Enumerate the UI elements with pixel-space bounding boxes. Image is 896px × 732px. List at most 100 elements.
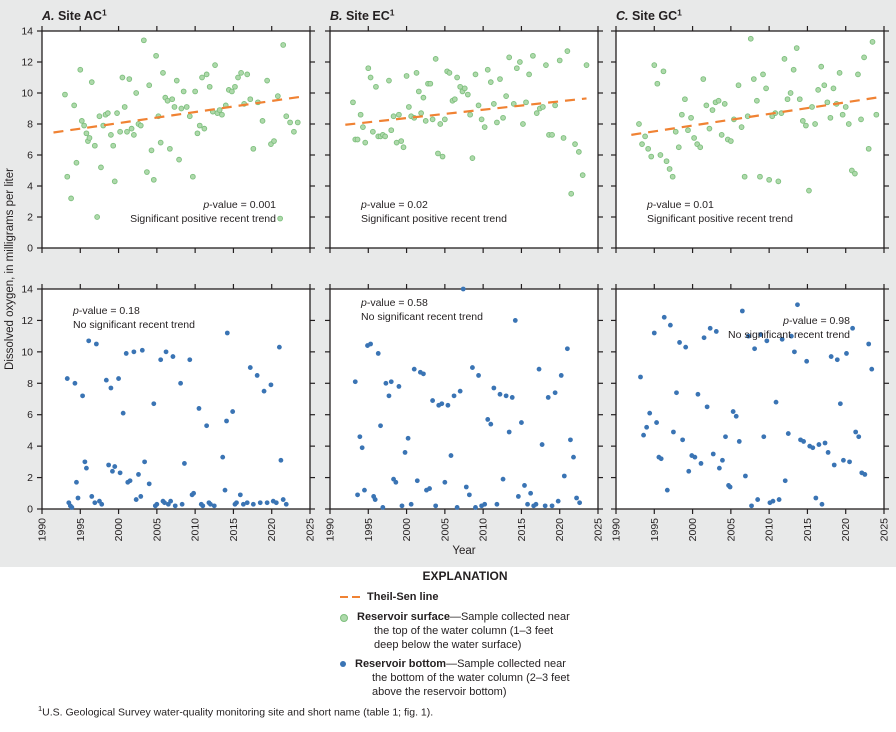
data-point-surface	[757, 173, 763, 180]
data-point-surface	[247, 96, 254, 103]
data-point-surface	[855, 71, 861, 78]
data-point-surface	[738, 124, 745, 130]
data-point-bottom	[439, 401, 445, 407]
data-point-surface	[526, 71, 532, 78]
data-point-bottom	[110, 468, 115, 474]
data-point-bottom	[561, 473, 567, 479]
data-point-bottom	[658, 456, 664, 462]
data-point-bottom	[421, 371, 426, 377]
data-point-bottom	[451, 393, 457, 399]
data-point-bottom	[695, 391, 701, 397]
data-point-surface	[688, 114, 694, 121]
theil-sen-line	[53, 95, 306, 134]
x-tick-label: 2000	[113, 518, 125, 542]
data-point-bottom	[93, 341, 99, 347]
data-point-surface	[153, 52, 159, 59]
data-point-bottom	[497, 391, 503, 397]
data-point-bottom	[411, 366, 417, 372]
plot-frame	[329, 30, 599, 249]
data-point-bottom	[355, 492, 360, 498]
data-point-bottom	[834, 357, 840, 363]
data-point-bottom	[375, 351, 381, 356]
data-point-bottom	[142, 459, 148, 465]
data-point-surface	[576, 149, 582, 155]
data-point-bottom	[222, 487, 228, 493]
data-point-surface	[787, 90, 794, 96]
data-point-surface	[114, 110, 120, 117]
data-point-bottom	[378, 423, 383, 429]
surface-label-rest: —Sample collected near	[449, 611, 570, 623]
data-point-bottom	[822, 440, 828, 446]
x-tick-label: 2025	[305, 518, 317, 542]
data-point-surface	[406, 104, 412, 110]
data-point-bottom	[869, 366, 875, 372]
y-axis-title: Dissolved oxygen, in milligrams per lite…	[4, 168, 16, 370]
data-point-surface	[873, 111, 880, 118]
data-point-surface	[494, 119, 500, 126]
data-point-bottom	[433, 503, 439, 509]
data-point-bottom	[359, 445, 365, 451]
data-point-surface	[487, 79, 494, 86]
data-point-bottom	[536, 366, 542, 372]
y-tick-label: 4	[27, 441, 33, 453]
data-point-bottom	[749, 503, 754, 509]
data-point-bottom	[240, 501, 246, 507]
data-point-bottom	[819, 501, 825, 507]
data-point-surface	[283, 113, 290, 120]
data-point-surface	[386, 77, 392, 84]
data-point-surface	[212, 62, 218, 68]
data-point-bottom	[476, 373, 481, 378]
data-point-surface	[706, 125, 713, 132]
data-point-bottom	[244, 500, 250, 506]
data-point-surface	[183, 104, 190, 110]
data-point-bottom	[506, 429, 512, 435]
data-point-bottom	[146, 481, 152, 487]
data-point-bottom	[755, 497, 761, 502]
data-point-surface	[467, 111, 473, 118]
data-point-surface	[552, 102, 558, 109]
data-point-surface	[818, 63, 825, 70]
data-point-surface	[105, 110, 111, 117]
data-point-surface	[108, 131, 114, 138]
x-tick-label: 1990	[325, 518, 337, 542]
y-tick-label: 0	[27, 243, 33, 255]
data-point-surface	[806, 187, 812, 194]
x-tick-label: 2025	[879, 518, 891, 542]
panel-AC-surface: 0 2 4 6 8 10 12 14 p-value = 0.001 Significant po…	[21, 8, 315, 255]
data-point-surface	[728, 138, 734, 144]
data-point-surface	[164, 97, 171, 104]
data-point-surface	[199, 74, 205, 81]
data-point-bottom	[545, 395, 551, 400]
data-point-bottom	[84, 465, 89, 471]
surface-label-line3: deep below the water surface)	[374, 639, 522, 651]
x-tick-label: 1995	[363, 518, 375, 542]
data-point-surface	[766, 176, 772, 183]
data-point-bottom	[813, 495, 819, 501]
data-point-surface	[354, 136, 361, 143]
data-point-surface	[715, 97, 722, 104]
data-point-surface	[365, 65, 372, 72]
y-tick-label: 8	[27, 119, 33, 131]
data-point-surface	[396, 111, 402, 118]
data-point-surface	[128, 125, 135, 132]
data-point-bottom	[154, 501, 160, 507]
data-point-surface	[124, 128, 130, 135]
data-point-surface	[803, 122, 809, 129]
bottom-label-rest: —Sample collected near	[446, 658, 566, 670]
data-point-surface	[216, 107, 223, 113]
data-point-bottom	[170, 354, 176, 359]
legend-item-reservoir-bottom: Reservoir bottom—Sample collected near t…	[340, 657, 570, 699]
data-point-bottom	[542, 503, 548, 509]
data-point-surface	[836, 69, 843, 76]
data-point-bottom	[116, 376, 121, 381]
data-point-surface	[219, 111, 225, 118]
data-point-bottom	[136, 472, 141, 477]
surface-label-line2: the top of the water column (1–3 feet	[374, 625, 554, 637]
data-point-bottom	[758, 332, 764, 337]
data-point-bottom	[528, 490, 534, 496]
data-point-bottom	[196, 406, 202, 411]
data-point-bottom	[362, 487, 367, 493]
x-tick-label: 2025	[593, 518, 605, 542]
legend-item-reservoir-surface: Reservoir surface—Sample collected near …	[340, 610, 570, 652]
